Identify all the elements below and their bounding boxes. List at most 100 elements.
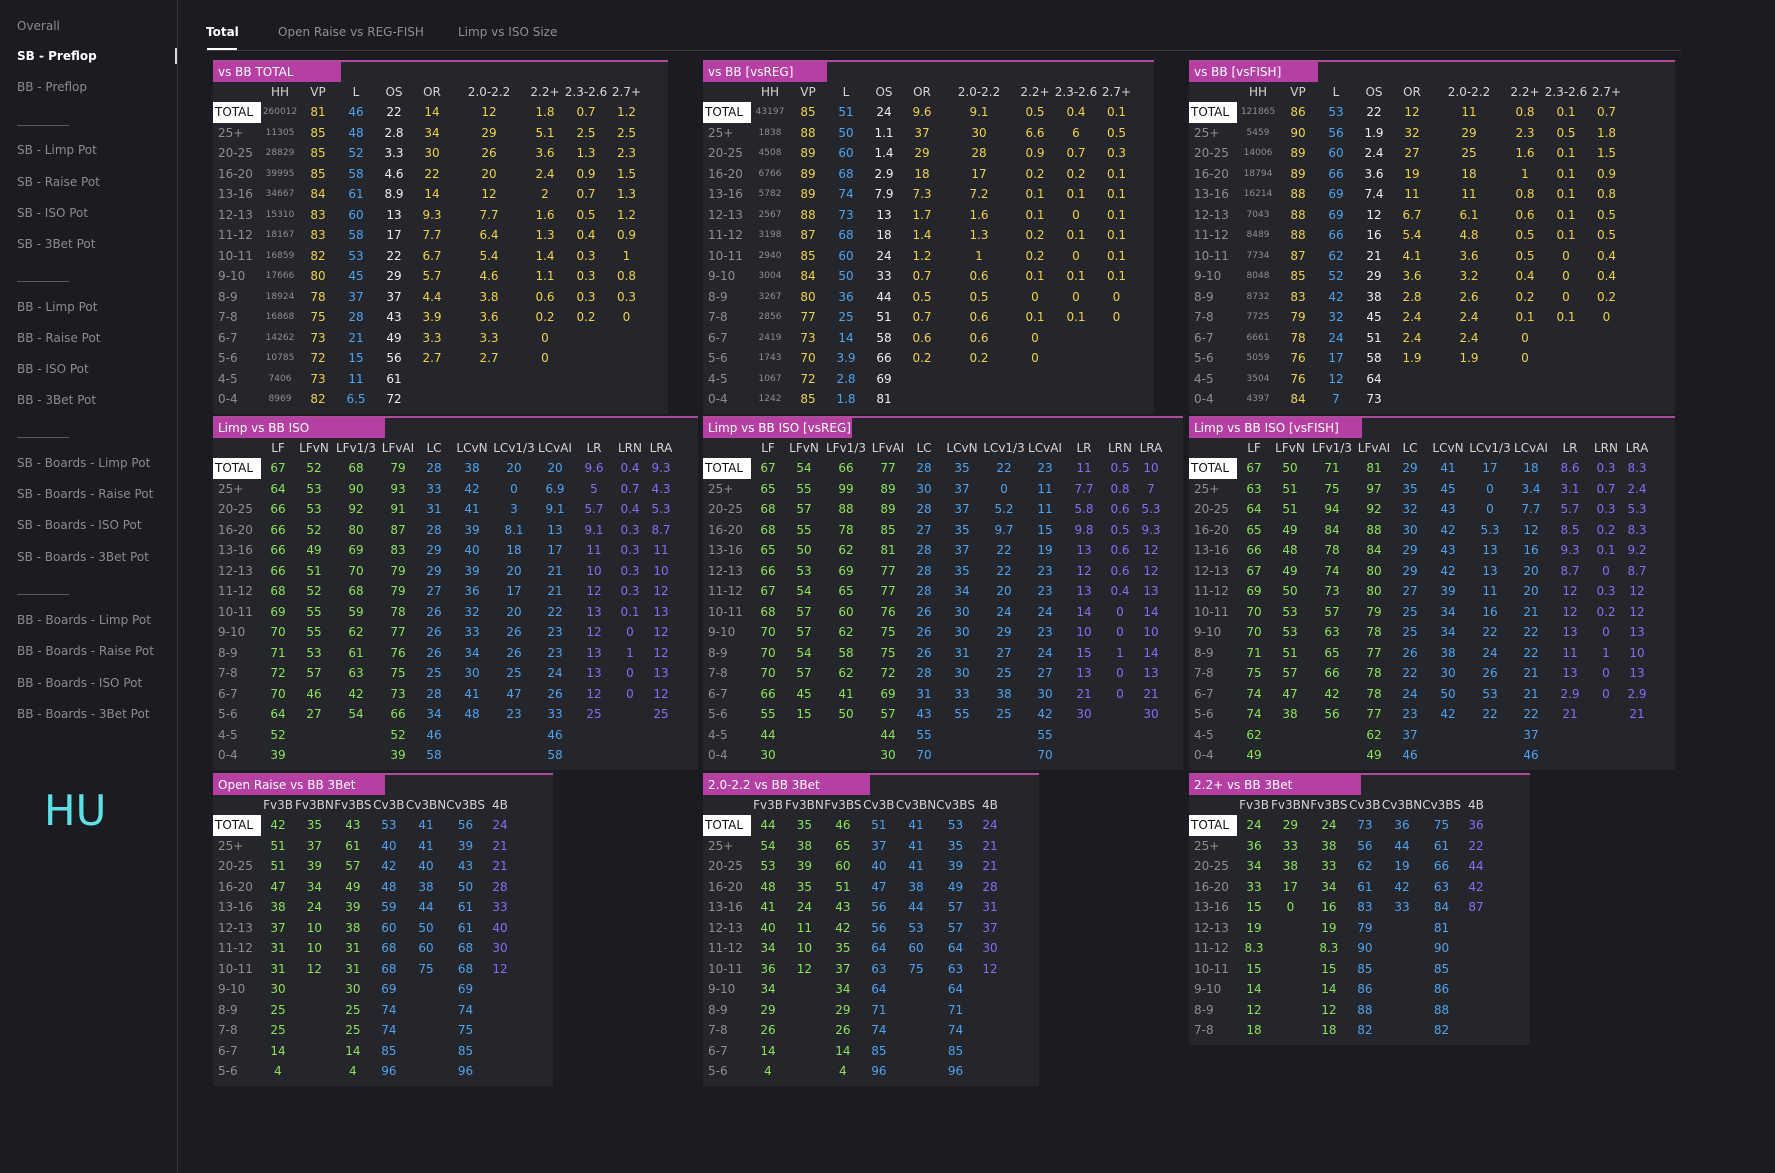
column-header[interactable]: LCvN — [456, 441, 488, 455]
column-header[interactable]: Cv3BN — [405, 798, 447, 812]
column-header[interactable]: 2.0-2.2 — [1447, 85, 1491, 99]
column-header[interactable]: HH — [1248, 85, 1268, 99]
column-header[interactable]: 2.2+ — [1510, 85, 1540, 99]
column-header[interactable]: 2.2+ — [1020, 85, 1050, 99]
column-header[interactable]: Cv3BN — [1381, 798, 1423, 812]
sidebar-item-bb-3bet-pot[interactable]: BB - 3Bet Pot — [17, 393, 97, 407]
sidebar-item-sb-boards-limp-pot[interactable]: SB - Boards - Limp Pot — [17, 456, 151, 470]
column-header[interactable]: LCvN — [946, 441, 978, 455]
sidebar-item-bb-boards-3bet-pot[interactable]: BB - Boards - 3Bet Pot — [17, 707, 150, 721]
column-header[interactable]: 4B — [982, 798, 998, 812]
column-header[interactable]: LF — [1247, 441, 1261, 455]
sidebar-item-bb-boards-raise-pot[interactable]: BB - Boards - Raise Pot — [17, 644, 154, 658]
column-header[interactable]: Fv3BS — [824, 798, 862, 812]
sidebar-item-bb-boards-iso-pot[interactable]: BB - Boards - ISO Pot — [17, 676, 143, 690]
sidebar-item-sb-raise-pot[interactable]: SB - Raise Pot — [17, 175, 100, 189]
column-header[interactable]: LFvAI — [1357, 441, 1391, 455]
column-header[interactable]: Fv3B — [753, 798, 783, 812]
sidebar-item-sb-limp-pot[interactable]: SB - Limp Pot — [17, 143, 97, 157]
sidebar-item-sb-boards-raise-pot[interactable]: SB - Boards - Raise Pot — [17, 487, 154, 501]
sidebar-item-sb-boards-iso-pot[interactable]: SB - Boards - ISO Pot — [17, 518, 142, 532]
column-header[interactable]: Cv3B — [373, 798, 405, 812]
column-header[interactable]: 2.0-2.2 — [957, 85, 1001, 99]
column-header[interactable]: 4B — [492, 798, 508, 812]
column-header[interactable]: LRA — [649, 441, 673, 455]
column-header[interactable]: Cv3BS — [1422, 798, 1461, 812]
column-header[interactable]: 2.2+ — [530, 85, 560, 99]
column-header[interactable]: L — [352, 85, 360, 99]
sidebar-item-bb-raise-pot[interactable]: BB - Raise Pot — [17, 331, 101, 345]
column-header[interactable]: Fv3BN — [785, 798, 824, 812]
column-header[interactable]: VP — [310, 85, 326, 99]
column-header[interactable]: 2.0-2.2 — [467, 85, 511, 99]
tab-open-raise-vs-reg-fish[interactable]: Open Raise vs REG-FISH — [278, 25, 424, 39]
column-header[interactable]: OR — [1403, 85, 1421, 99]
column-header[interactable]: Fv3BN — [1271, 798, 1310, 812]
column-header[interactable]: LRN — [618, 441, 642, 455]
tab-total[interactable]: Total — [206, 25, 239, 39]
column-header[interactable]: Fv3B — [1239, 798, 1269, 812]
sidebar-item-sb-boards-3bet-pot[interactable]: SB - Boards - 3Bet Pot — [17, 550, 149, 564]
column-header[interactable]: Fv3BS — [334, 798, 372, 812]
column-header[interactable]: 2.7+ — [1101, 85, 1132, 99]
sidebar-item-bb-iso-pot[interactable]: BB - ISO Pot — [17, 362, 89, 376]
column-header[interactable]: LC — [426, 441, 442, 455]
column-header[interactable]: VP — [800, 85, 816, 99]
column-header[interactable]: Fv3B — [263, 798, 293, 812]
sidebar-item-sb-iso-pot[interactable]: SB - ISO Pot — [17, 206, 89, 220]
column-header[interactable]: LCvAI — [538, 441, 572, 455]
column-header[interactable]: Cv3BS — [936, 798, 975, 812]
column-header[interactable]: LC — [916, 441, 932, 455]
column-header[interactable]: LFvAI — [381, 441, 415, 455]
column-header[interactable]: LRN — [1108, 441, 1132, 455]
column-header[interactable]: LRA — [1625, 441, 1649, 455]
column-header[interactable]: HH — [760, 85, 780, 99]
column-header[interactable]: LR — [1562, 441, 1578, 455]
column-header[interactable]: LF — [761, 441, 775, 455]
tab-limp-vs-iso-size[interactable]: Limp vs ISO Size — [458, 25, 558, 39]
sidebar-item-sb-3bet-pot[interactable]: SB - 3Bet Pot — [17, 237, 96, 251]
sidebar-item-overall[interactable]: Overall — [17, 19, 60, 33]
column-header[interactable]: 2.7+ — [1591, 85, 1622, 99]
column-header[interactable]: Fv3BN — [295, 798, 334, 812]
sidebar-item-bb-preflop[interactable]: BB - Preflop — [17, 80, 88, 94]
column-header[interactable]: OS — [385, 85, 403, 99]
column-header[interactable]: L — [842, 85, 850, 99]
column-header[interactable]: 4B — [1468, 798, 1484, 812]
column-header[interactable]: LFvAI — [871, 441, 905, 455]
column-header[interactable]: OS — [875, 85, 893, 99]
column-header[interactable]: LC — [1402, 441, 1418, 455]
column-header[interactable]: LCv1/3 — [983, 441, 1025, 455]
column-header[interactable]: Cv3B — [863, 798, 895, 812]
column-header[interactable]: VP — [1290, 85, 1306, 99]
column-header[interactable]: LF — [271, 441, 285, 455]
column-header[interactable]: HH — [270, 85, 290, 99]
column-header[interactable]: Fv3BS — [1310, 798, 1348, 812]
sidebar-item-bb-boards-limp-pot[interactable]: BB - Boards - Limp Pot — [17, 613, 151, 627]
column-header[interactable]: LFvN — [1275, 441, 1305, 455]
column-header[interactable]: LFv1/3 — [1311, 441, 1352, 455]
column-header[interactable]: Cv3BS — [446, 798, 485, 812]
column-header[interactable]: 2.3-2.6 — [1054, 85, 1098, 99]
column-header[interactable]: LFv1/3 — [825, 441, 866, 455]
column-header[interactable]: 2.7+ — [611, 85, 642, 99]
column-header[interactable]: 2.3-2.6 — [1544, 85, 1588, 99]
column-header[interactable]: OS — [1365, 85, 1383, 99]
sidebar-item-bb-limp-pot[interactable]: BB - Limp Pot — [17, 300, 98, 314]
column-header[interactable]: LCvN — [1432, 441, 1464, 455]
column-header[interactable]: Cv3BN — [895, 798, 937, 812]
column-header[interactable]: OR — [423, 85, 441, 99]
column-header[interactable]: LCv1/3 — [493, 441, 535, 455]
column-header[interactable]: LFvN — [299, 441, 329, 455]
column-header[interactable]: 2.3-2.6 — [564, 85, 608, 99]
column-header[interactable]: L — [1332, 85, 1340, 99]
sidebar-item-sb-preflop[interactable]: SB - Preflop — [17, 49, 97, 63]
column-header[interactable]: OR — [913, 85, 931, 99]
column-header[interactable]: LCvAI — [1514, 441, 1548, 455]
column-header[interactable]: LFvN — [789, 441, 819, 455]
column-header[interactable]: LFv1/3 — [335, 441, 376, 455]
column-header[interactable]: LCvAI — [1028, 441, 1062, 455]
column-header[interactable]: LCv1/3 — [1469, 441, 1511, 455]
column-header[interactable]: LRA — [1139, 441, 1163, 455]
column-header[interactable]: LR — [1076, 441, 1092, 455]
